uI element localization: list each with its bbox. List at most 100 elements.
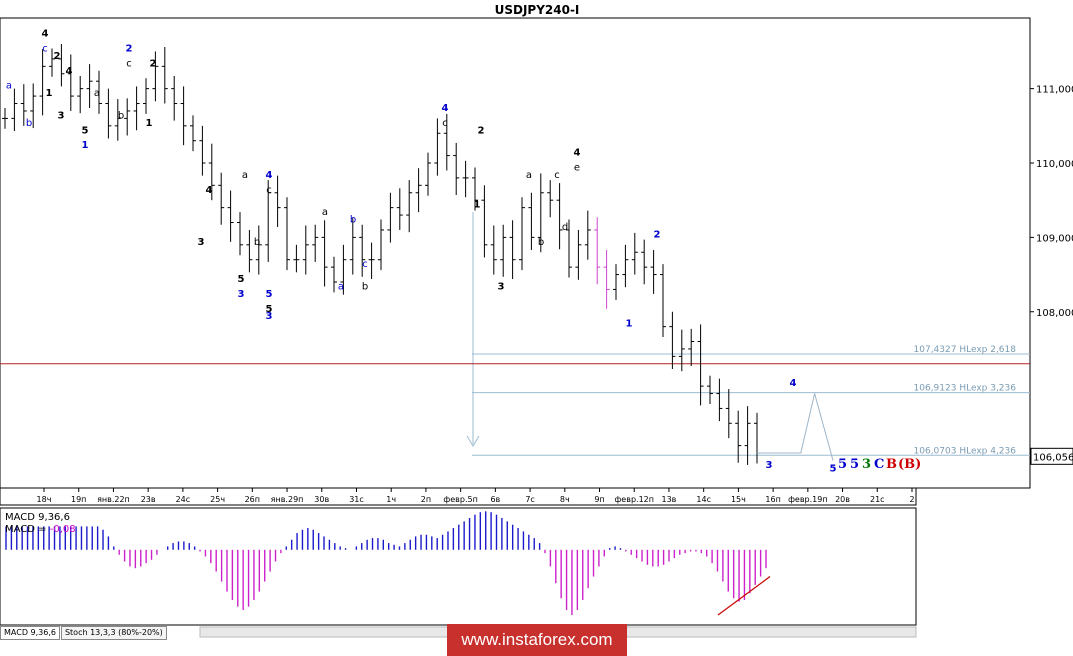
indicator-tabs: MACD 9,36,6 Stoch 13,3,3 (80%-20%) xyxy=(0,626,168,640)
wave-label: c xyxy=(554,170,560,181)
wave-label: 1 xyxy=(146,118,153,129)
wave-label: 4 xyxy=(42,29,49,40)
wave-label: 4 xyxy=(206,185,213,196)
time-axis: 18ч 19п янв.22п 23в 24с 25ч 26п янв.29п 30в 31с 1ч… xyxy=(0,487,917,506)
time-tick-label: 16п xyxy=(765,495,780,504)
wave-label: b xyxy=(538,237,544,248)
wave-label: 3 xyxy=(58,110,65,121)
time-tick-label: 9п xyxy=(594,495,604,504)
wave-label: c xyxy=(442,118,448,129)
wave-label: c xyxy=(42,43,48,54)
wave-label: 5 xyxy=(238,274,245,285)
time-tick-label: 25ч xyxy=(210,495,225,504)
macd-histogram xyxy=(5,511,767,615)
time-tick-label: февр.12п xyxy=(614,495,654,504)
tab-macd[interactable]: MACD 9,36,6 xyxy=(0,626,60,640)
time-tick-label: 14с xyxy=(696,495,711,504)
wave-degree-label: C xyxy=(874,457,884,472)
time-tick-label: 8ч xyxy=(560,495,570,504)
wave-label: c xyxy=(266,185,272,196)
time-tick-label: февр.5п xyxy=(443,495,477,504)
current-price-box xyxy=(1030,447,1073,465)
time-tick-label: 19п xyxy=(71,495,86,504)
time-tick-label: 2 xyxy=(909,495,914,504)
price-tick-label: 111,000 xyxy=(1036,85,1073,96)
price-axis: 108,000 109,000 110,000 111,000 106,056 xyxy=(1030,85,1073,465)
indicator-value: -0,08 xyxy=(50,524,76,535)
wave-label: a xyxy=(242,170,248,181)
hlexp-level-label: 107,4327 HLexp 2,618 xyxy=(914,345,1017,355)
time-tick-label: 13в xyxy=(662,495,677,504)
wave-degree-label: 5 xyxy=(838,457,847,472)
time-tick-label: 1ч xyxy=(386,495,396,504)
time-tick-label: 15ч xyxy=(731,495,746,504)
wave-label: a xyxy=(6,81,12,92)
wave-label: b xyxy=(26,118,32,129)
time-tick-label: 23в xyxy=(141,495,156,504)
wave-label: 2 xyxy=(654,229,661,240)
wave-degree-label: B xyxy=(886,457,897,472)
time-tick-label: 26п xyxy=(245,495,260,504)
indicator-value-line: MACD = -0,08 xyxy=(5,524,76,535)
time-axis-frame xyxy=(0,487,917,506)
wave-label: a xyxy=(322,207,328,218)
wave-label: a xyxy=(338,281,344,292)
wave-label: e xyxy=(574,162,580,173)
time-tick-label: 30в xyxy=(314,495,329,504)
wave-degree-label: (B) xyxy=(898,457,921,472)
time-tick-label: 24с xyxy=(176,495,191,504)
wave-projection xyxy=(757,393,834,461)
price-tick-label: 108,000 xyxy=(1036,308,1073,319)
main-plot-frame xyxy=(0,17,1031,489)
time-tick-label: 20в xyxy=(835,495,850,504)
wave-label: 2 xyxy=(54,51,61,62)
wave-label: 5 xyxy=(266,289,273,300)
wave-label: 3 xyxy=(238,289,245,300)
wave-label: a xyxy=(526,170,532,181)
time-tick-label: 31с xyxy=(349,495,364,504)
wave-label: 3 xyxy=(498,281,505,292)
time-tick-label: 21с xyxy=(870,495,885,504)
wave-projection-line xyxy=(757,393,834,461)
wave-degree-label: 5 xyxy=(850,457,859,472)
wave-label: 4 xyxy=(442,103,449,114)
instaforex-banner[interactable]: www.instaforex.com xyxy=(447,624,627,656)
wave-label: 5 xyxy=(830,464,837,475)
wave-label: 1 xyxy=(46,88,53,99)
wave-label: 1 xyxy=(474,200,481,211)
price-levels: 107,4327 HLexp 2,618 106,9123 HLexp 3,236… xyxy=(0,212,1030,456)
tab-stoch[interactable]: Stoch 13,3,3 (80%-20%) xyxy=(60,626,167,640)
wave-degree-labels: 5 5 3 C B (B) xyxy=(838,457,921,472)
wave-label: 2 xyxy=(150,58,157,69)
wave-label: 2 xyxy=(126,43,133,54)
wave-label: a xyxy=(94,88,100,99)
wave-label: 1 xyxy=(626,319,633,330)
wave-label: 2 xyxy=(478,125,485,136)
wave-label: 5 xyxy=(82,125,89,136)
target-arrow-head xyxy=(466,435,480,447)
time-tick-label: 6в xyxy=(490,495,500,504)
wave-label: c xyxy=(126,58,132,69)
indicator-value-label: MACD = xyxy=(5,524,50,535)
wave-label: 4 xyxy=(790,378,797,389)
wave-label: b xyxy=(118,110,124,121)
wave-label: b xyxy=(350,215,356,226)
wave-label: 3 xyxy=(766,460,773,471)
current-price-label: 106,056 xyxy=(1033,452,1073,463)
price-tick-label: 109,000 xyxy=(1036,233,1073,244)
wave-label: 4 xyxy=(66,66,73,77)
chart-title: USDJPY240-I xyxy=(495,3,580,17)
wave-label: 5 xyxy=(266,304,273,315)
wave-degree-label: 3 xyxy=(862,457,871,472)
macd-trendline xyxy=(717,576,771,616)
wave-label: 4 xyxy=(574,148,581,159)
time-tick-label: 2п xyxy=(421,495,431,504)
time-tick-label: янв.22п xyxy=(97,495,130,504)
price-tick-label: 110,000 xyxy=(1036,159,1073,170)
indicator-pane: MACD 9,36,6 MACD = -0,08 xyxy=(0,507,917,626)
indicator-frame xyxy=(0,507,917,626)
wave-label: 3 xyxy=(198,237,205,248)
indicator-name: MACD 9,36,6 xyxy=(5,512,70,523)
wave-label: b xyxy=(362,281,368,292)
